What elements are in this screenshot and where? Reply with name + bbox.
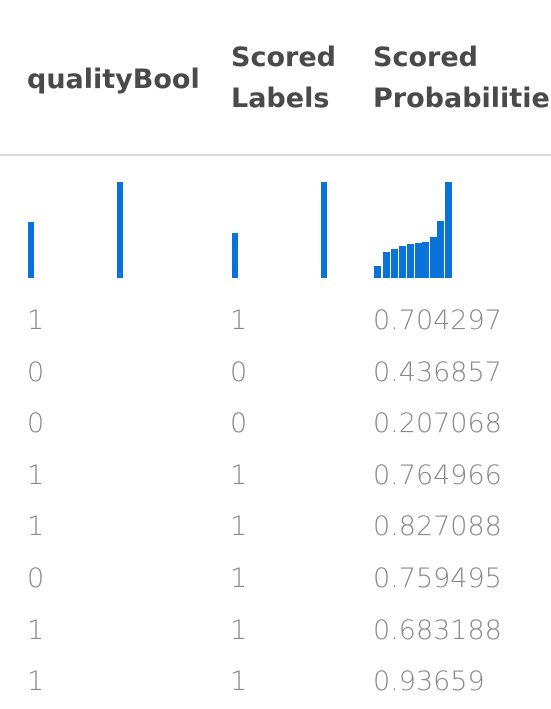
table-row[interactable]: 1 1 0.93659 <box>0 657 551 709</box>
column-header-label: Scored <box>373 42 478 73</box>
column-header-scored-labels[interactable]: Scored Labels <box>231 37 336 119</box>
histogram-qualitybool[interactable] <box>28 182 128 278</box>
table-row[interactable]: 1 1 0.704297 <box>0 296 551 348</box>
table-row[interactable]: 0 0 0.436857 <box>0 348 551 400</box>
cell-scored-labels: 1 <box>230 614 248 646</box>
cell-scored-labels: 1 <box>230 562 248 594</box>
cell-scored-labels: 0 <box>230 408 248 440</box>
cell-scored-labels: 1 <box>230 511 248 543</box>
table-row[interactable]: 1 1 0.827088 <box>0 502 551 554</box>
cell-scored-probabilities: 0.683188 <box>373 614 502 646</box>
table-header: qualityBool Scored Labels Scored Probabi… <box>0 0 551 156</box>
cell-scored-labels: 1 <box>230 305 248 336</box>
cell-scored-probabilities: 0.436857 <box>373 356 502 388</box>
column-header-label: qualityBool <box>27 64 200 95</box>
cell-scored-labels: 1 <box>230 459 248 491</box>
cell-qualitybool: 1 <box>27 305 45 336</box>
cell-scored-probabilities: 0.827088 <box>373 511 502 543</box>
cell-qualitybool: 0 <box>27 356 45 388</box>
histogram-bar <box>28 222 34 278</box>
cell-qualitybool: 0 <box>27 408 45 440</box>
column-header-qualitybool[interactable]: qualityBool <box>27 59 200 100</box>
table-row[interactable]: 0 0 0.207068 <box>0 399 551 451</box>
table-row[interactable]: 1 1 0.683188 <box>0 606 551 658</box>
cell-qualitybool: 1 <box>27 666 45 698</box>
cell-qualitybool: 1 <box>27 511 45 543</box>
cell-scored-probabilities: 0.93659 <box>373 666 485 698</box>
table-row[interactable]: 0 1 0.759495 <box>0 554 551 606</box>
cell-scored-labels: 0 <box>230 356 248 388</box>
cell-qualitybool: 1 <box>27 614 45 646</box>
column-header-label: Scored <box>231 42 336 73</box>
histogram-bar <box>391 249 398 278</box>
table-row[interactable]: 1 1 0.764966 <box>0 451 551 503</box>
histogram-scored-probabilities[interactable] <box>373 182 473 278</box>
histogram-bar <box>415 243 422 278</box>
cell-scored-probabilities: 0.764966 <box>373 459 502 491</box>
histogram-bar <box>374 266 381 278</box>
histogram-bar <box>321 182 327 278</box>
histogram-bar <box>117 182 123 278</box>
histogram-scored-labels[interactable] <box>231 182 331 278</box>
cell-qualitybool: 0 <box>27 562 45 594</box>
histogram-bar <box>407 244 414 278</box>
cell-scored-probabilities: 0.207068 <box>373 408 502 440</box>
column-header-scored-probabilities[interactable]: Scored Probabilities <box>373 37 551 119</box>
cell-scored-probabilities: 0.704297 <box>373 305 502 336</box>
column-header-label: Probabilities <box>373 83 551 114</box>
column-header-label: Labels <box>231 83 330 114</box>
cell-qualitybool: 1 <box>27 459 45 491</box>
histogram-bar <box>383 252 390 278</box>
table-body: 1 1 0.704297 0 0 0.436857 0 0 0.207068 1… <box>0 296 551 709</box>
cell-scored-probabilities: 0.759495 <box>373 562 502 594</box>
histogram-bar <box>430 237 437 278</box>
cell-scored-labels: 1 <box>230 666 248 698</box>
histogram-bar <box>437 221 444 278</box>
histogram-bar <box>399 246 406 278</box>
histogram-bar <box>422 242 429 278</box>
histogram-bar <box>445 182 452 278</box>
histogram-bar <box>232 233 238 278</box>
